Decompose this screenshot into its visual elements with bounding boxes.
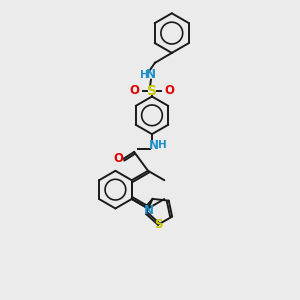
Text: O: O	[165, 84, 175, 97]
Text: S: S	[154, 218, 162, 231]
Text: S: S	[147, 84, 157, 98]
Text: O: O	[113, 152, 123, 165]
Text: N: N	[146, 68, 156, 81]
Text: H: H	[140, 70, 148, 80]
Text: O: O	[129, 84, 139, 97]
Text: N: N	[144, 204, 154, 217]
Text: H: H	[158, 140, 166, 150]
Text: N: N	[149, 139, 159, 152]
